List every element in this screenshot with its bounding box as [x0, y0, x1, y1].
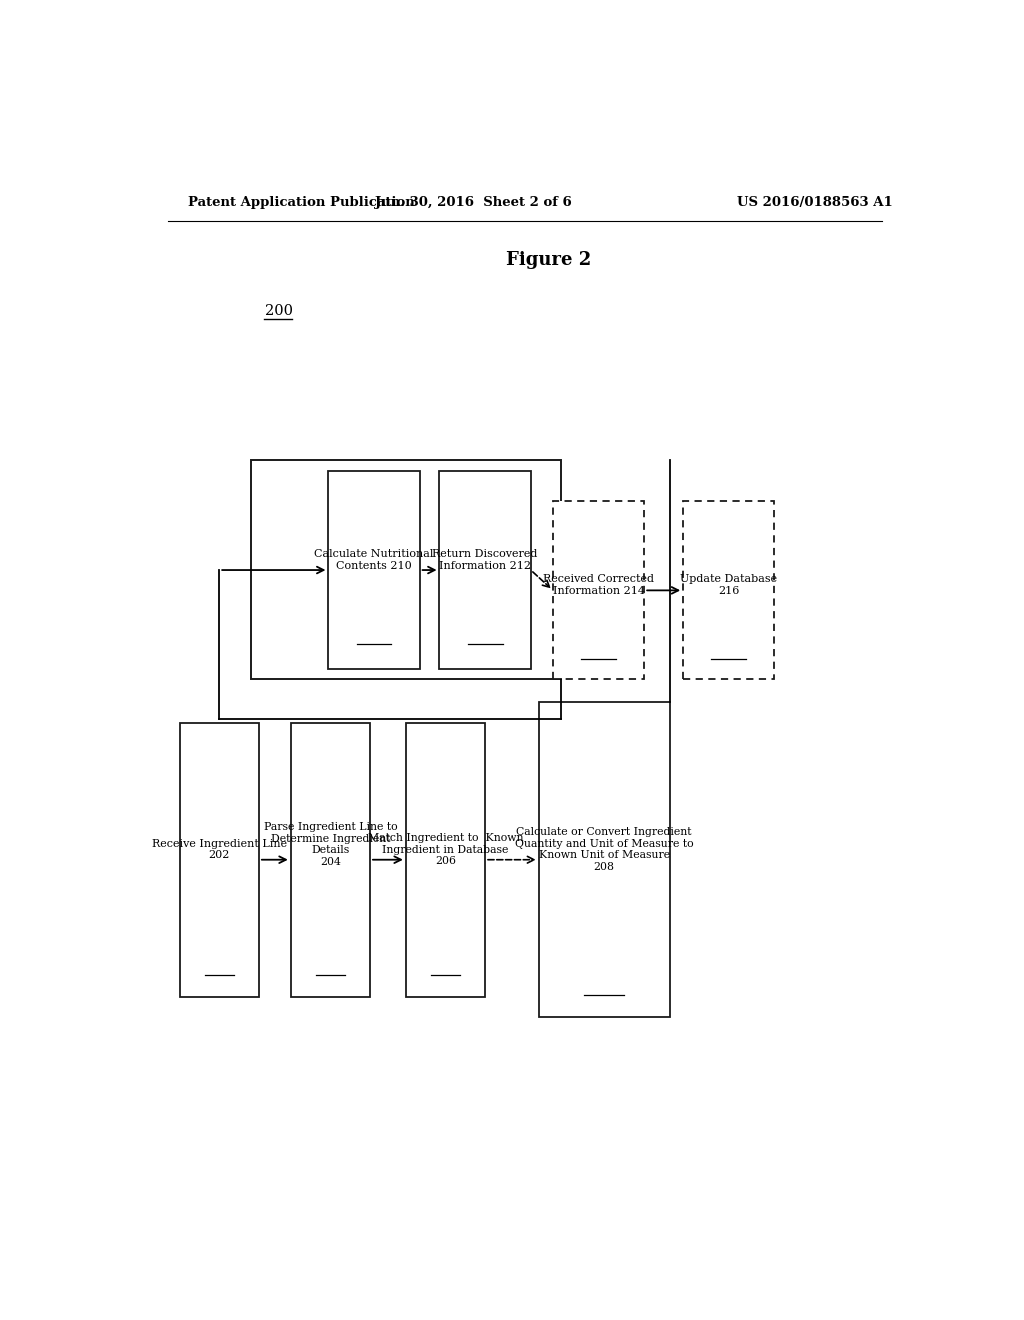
- Bar: [291, 722, 370, 997]
- Text: Figure 2: Figure 2: [506, 251, 591, 269]
- Text: Patent Application Publication: Patent Application Publication: [187, 195, 415, 209]
- Text: Return Discovered
Information 212: Return Discovered Information 212: [432, 549, 538, 570]
- Text: Parse Ingredient Line to
Determine Ingredient
Details
204: Parse Ingredient Line to Determine Ingre…: [263, 822, 397, 867]
- Bar: [251, 461, 560, 678]
- Text: 200: 200: [265, 304, 293, 318]
- Text: Update Database
216: Update Database 216: [680, 574, 777, 597]
- Text: US 2016/0188563 A1: US 2016/0188563 A1: [736, 195, 892, 209]
- Bar: [553, 502, 644, 680]
- Bar: [439, 471, 530, 669]
- Text: Jun. 30, 2016  Sheet 2 of 6: Jun. 30, 2016 Sheet 2 of 6: [375, 195, 571, 209]
- Text: Received Corrected
Information 214: Received Corrected Information 214: [543, 574, 654, 597]
- Bar: [329, 471, 420, 669]
- Bar: [683, 502, 774, 680]
- Text: Calculate or Convert Ingredient
Quantity and Unit of Measure to
Known Unit of Me: Calculate or Convert Ingredient Quantity…: [515, 828, 693, 873]
- Bar: [179, 722, 259, 997]
- Text: Match Ingredient to  Known
Ingredient in Database
206: Match Ingredient to Known Ingredient in …: [368, 833, 523, 866]
- Text: Calculate Nutritional
Contents 210: Calculate Nutritional Contents 210: [314, 549, 434, 570]
- Bar: [406, 722, 485, 997]
- Bar: [539, 702, 670, 1018]
- Text: Receive Ingredient Line
202: Receive Ingredient Line 202: [152, 838, 287, 861]
